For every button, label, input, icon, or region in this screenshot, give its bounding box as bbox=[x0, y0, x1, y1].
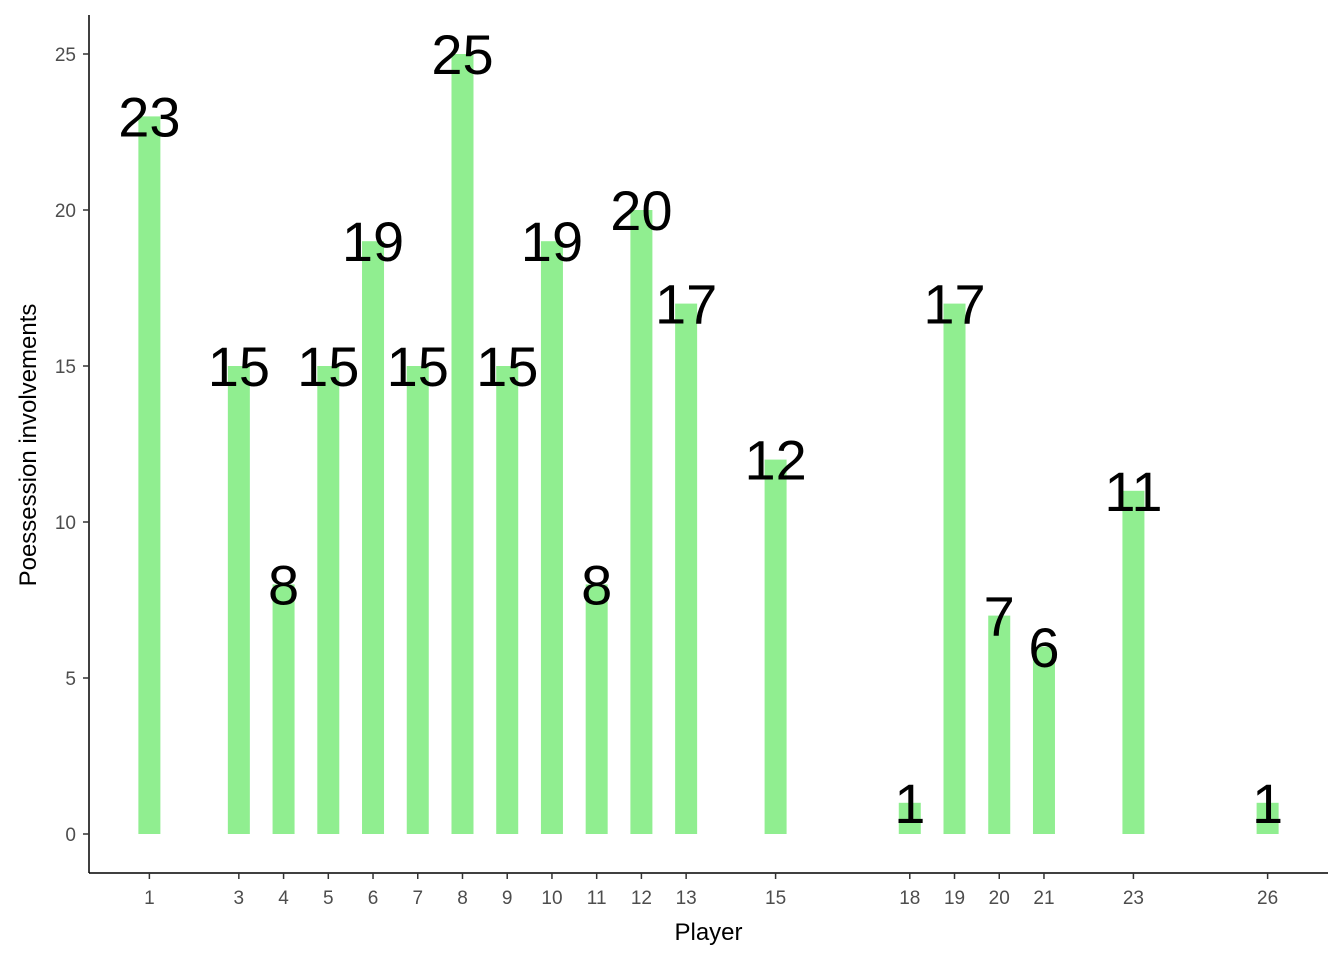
bar bbox=[406, 366, 429, 834]
bar bbox=[496, 366, 519, 834]
data-label: 23 bbox=[118, 85, 180, 148]
x-tick-label: 3 bbox=[234, 888, 245, 909]
x-tick-label: 21 bbox=[1033, 888, 1054, 909]
data-label: 17 bbox=[655, 273, 717, 336]
x-tick-label: 13 bbox=[676, 888, 697, 909]
data-label: 19 bbox=[521, 210, 583, 273]
x-tick-label: 12 bbox=[631, 888, 652, 909]
bar bbox=[272, 584, 295, 834]
x-axis-title: Player bbox=[674, 919, 742, 946]
bar bbox=[898, 802, 921, 834]
x-tick-label: 1 bbox=[144, 888, 155, 909]
data-label: 15 bbox=[476, 335, 538, 398]
x-tick-label: 10 bbox=[541, 888, 562, 909]
x-tick-label: 4 bbox=[278, 888, 289, 909]
data-label: 15 bbox=[387, 335, 449, 398]
bar bbox=[988, 615, 1011, 834]
data-label: 8 bbox=[268, 553, 299, 616]
x-tick-label: 15 bbox=[765, 888, 786, 909]
data-label: 25 bbox=[431, 23, 493, 86]
data-label: 12 bbox=[744, 429, 806, 492]
data-label: 7 bbox=[984, 585, 1015, 648]
y-tick-label: 5 bbox=[65, 669, 76, 690]
y-tick-label: 25 bbox=[55, 45, 76, 66]
bar bbox=[585, 584, 608, 834]
x-tick-label: 26 bbox=[1257, 888, 1278, 909]
bar bbox=[362, 241, 385, 834]
x-tick-label: 20 bbox=[989, 888, 1010, 909]
x-tick-label: 18 bbox=[899, 888, 920, 909]
bar bbox=[1032, 646, 1055, 834]
bar bbox=[630, 210, 653, 834]
y-axis-title: Poessession involvements bbox=[15, 304, 42, 587]
bar bbox=[138, 116, 161, 834]
data-label: 15 bbox=[208, 335, 270, 398]
y-tick-label: 10 bbox=[55, 513, 76, 534]
x-axis-ticks: 1 3 4 5 6 7 8 9 10 11 12 13 15 18 19 20 21 23 26 bbox=[144, 873, 1278, 909]
bar bbox=[675, 303, 698, 835]
bar bbox=[317, 366, 340, 834]
bars-group bbox=[138, 54, 1279, 835]
x-tick-label: 8 bbox=[457, 888, 468, 909]
x-tick-label: 11 bbox=[587, 888, 607, 909]
data-label: 6 bbox=[1028, 616, 1059, 679]
bar bbox=[1122, 490, 1145, 834]
y-tick-label: 20 bbox=[55, 201, 76, 222]
y-tick-label: 15 bbox=[55, 357, 76, 378]
x-tick-label: 9 bbox=[502, 888, 513, 909]
bar bbox=[764, 459, 787, 834]
data-label: 8 bbox=[581, 553, 612, 616]
bar bbox=[227, 366, 250, 834]
data-label: 11 bbox=[1104, 460, 1162, 523]
bar bbox=[540, 241, 563, 834]
x-tick-label: 7 bbox=[412, 888, 423, 909]
y-axis-ticks: 0 5 10 15 20 25 bbox=[55, 45, 89, 846]
data-label: 1 bbox=[1252, 772, 1283, 835]
bar bbox=[943, 303, 966, 835]
data-label: 19 bbox=[342, 210, 404, 273]
y-tick-label: 0 bbox=[65, 825, 76, 846]
bar bbox=[451, 54, 474, 834]
data-label: 17 bbox=[923, 273, 985, 336]
data-label: 15 bbox=[297, 335, 359, 398]
x-tick-label: 6 bbox=[368, 888, 379, 909]
bar bbox=[1256, 802, 1279, 834]
data-label: 1 bbox=[894, 772, 925, 835]
x-tick-label: 23 bbox=[1123, 888, 1144, 909]
data-label: 20 bbox=[610, 179, 672, 242]
x-tick-label: 5 bbox=[323, 888, 334, 909]
x-tick-label: 19 bbox=[944, 888, 965, 909]
